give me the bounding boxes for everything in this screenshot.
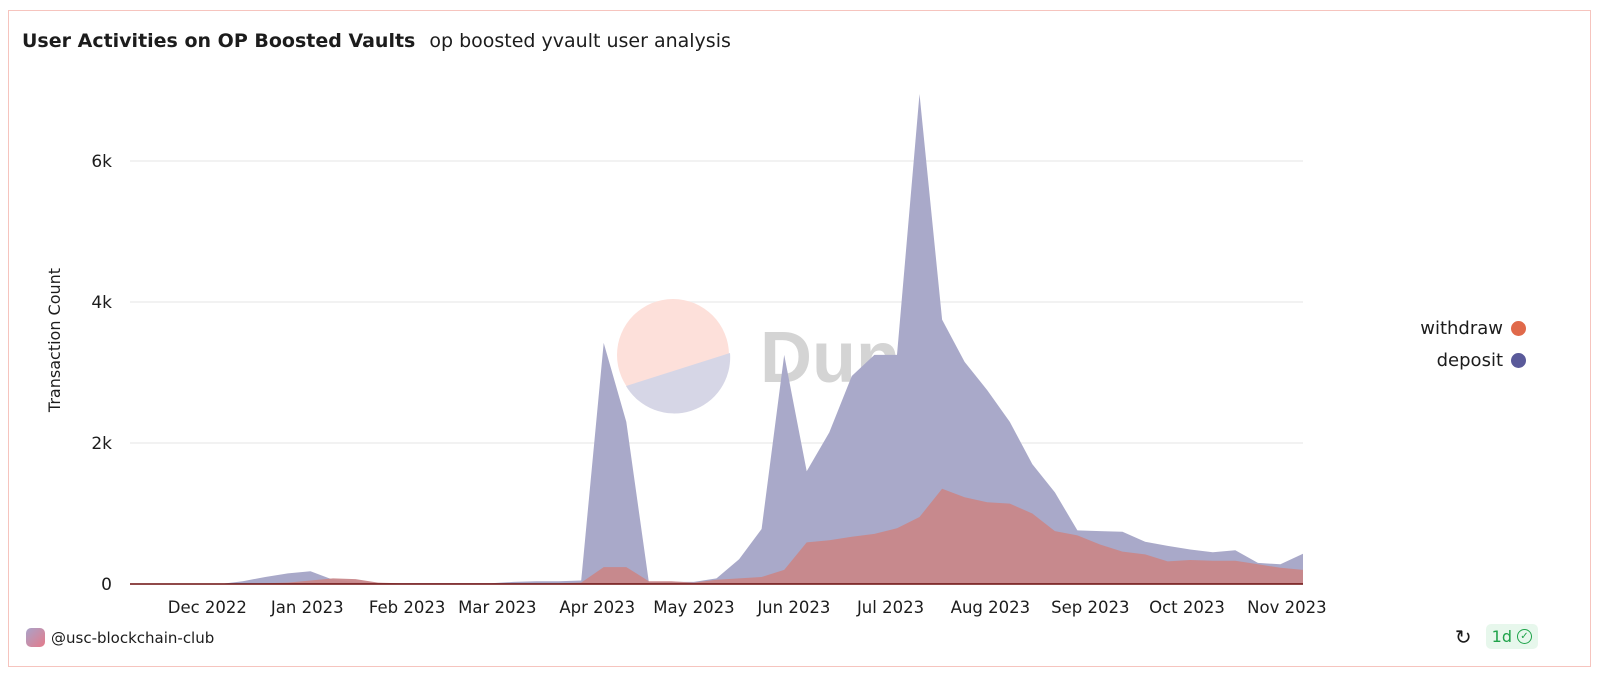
x-tick-label: Jun 2023	[756, 598, 830, 617]
legend-label: deposit	[1436, 349, 1503, 371]
freshness-badge: 1d ✓	[1485, 624, 1538, 649]
area-deposit	[130, 94, 1303, 584]
y-tick-label: 2k	[91, 434, 112, 454]
chart-subtitle: op boosted yvault user analysis	[429, 30, 731, 52]
x-tick-label: Nov 2023	[1247, 598, 1326, 617]
x-tick-label: Jul 2023	[856, 598, 924, 617]
y-tick-label: 0	[101, 575, 112, 595]
legend-dot-icon	[1511, 320, 1526, 336]
x-tick-label: Mar 2023	[458, 598, 536, 617]
x-tick-label: Aug 2023	[951, 598, 1030, 617]
legend-dot-icon	[1511, 352, 1526, 368]
x-tick-label: Feb 2023	[369, 598, 445, 617]
legend-item-withdraw[interactable]: withdraw	[1420, 312, 1526, 344]
x-tick-label: Dec 2022	[168, 598, 247, 617]
avatar	[26, 628, 45, 647]
chart-title: User Activities on OP Boosted Vaults	[22, 30, 416, 52]
area-withdraw	[130, 488, 1303, 584]
x-tick-label: Apr 2023	[559, 598, 635, 617]
chart-card	[8, 10, 1591, 667]
refresh-icon[interactable]: ↻	[1454, 624, 1472, 649]
x-tick-label: Oct 2023	[1149, 598, 1225, 617]
y-tick-label: 4k	[91, 293, 112, 313]
y-tick-label: 6k	[91, 152, 112, 172]
x-tick-label: May 2023	[653, 598, 734, 617]
author-name: @usc-blockchain-club	[51, 628, 215, 647]
x-tick-label: Sep 2023	[1051, 598, 1129, 617]
legend: withdraw deposit	[1420, 312, 1526, 376]
freshness-label: 1d	[1491, 627, 1512, 646]
chart-header: User Activities on OP Boosted Vaults op b…	[22, 30, 731, 52]
legend-label: withdraw	[1420, 317, 1503, 339]
legend-item-deposit[interactable]: deposit	[1420, 344, 1526, 376]
y-axis-label: Transaction Count	[45, 268, 64, 413]
x-tick-label: Jan 2023	[270, 598, 344, 617]
author-link[interactable]: @usc-blockchain-club	[26, 628, 214, 647]
check-badge-icon: ✓	[1517, 629, 1532, 644]
